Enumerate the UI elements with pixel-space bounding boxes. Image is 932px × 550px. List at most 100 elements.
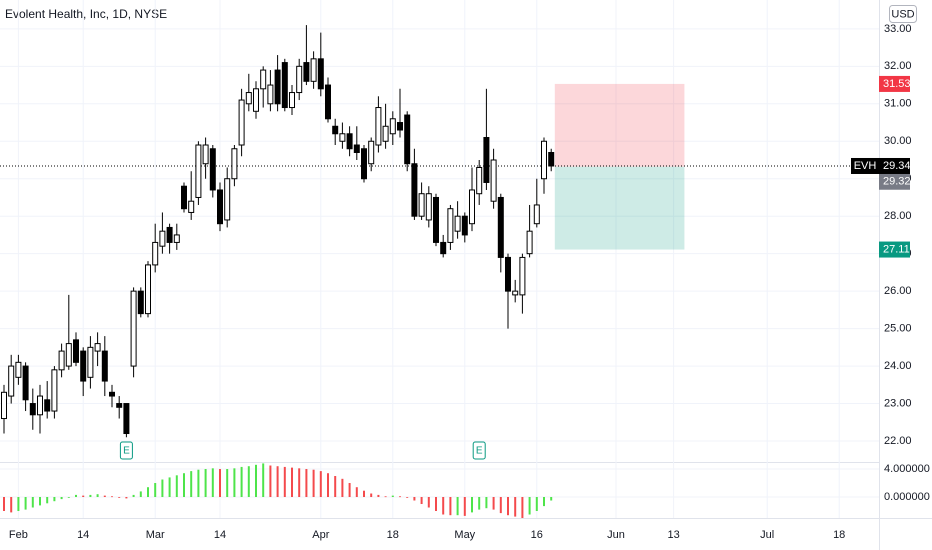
osc-bar <box>442 497 445 515</box>
stop-label-box <box>879 75 910 92</box>
candle-body <box>274 69 281 105</box>
candle-body <box>231 148 238 180</box>
osc-bar <box>219 469 221 498</box>
target-zone <box>554 166 685 250</box>
candle-body <box>87 346 94 378</box>
osc-bar <box>262 463 265 498</box>
candle-body <box>1 391 7 420</box>
osc-bar <box>478 497 481 510</box>
osc-bar <box>17 497 20 512</box>
x-tick-label: 18 <box>833 529 845 541</box>
osc-bar <box>543 497 545 507</box>
osc-bar <box>427 497 430 508</box>
osc-bar <box>226 469 229 498</box>
osc-bar <box>197 469 200 498</box>
osc-bar <box>53 497 56 502</box>
candle-body <box>541 140 547 180</box>
stop-label: 31.53 <box>883 78 911 90</box>
candle-body <box>397 122 403 131</box>
candle-body <box>548 152 555 167</box>
osc-bar <box>449 497 452 516</box>
candle-body <box>433 196 439 243</box>
candle-body <box>173 234 180 243</box>
candle-body <box>411 163 418 217</box>
osc-tick-label: 0.000000 <box>884 491 930 503</box>
osc-bar <box>507 497 509 516</box>
osc-bar <box>355 487 358 498</box>
last-price-label: 29.34 <box>883 160 911 172</box>
osc-bar <box>435 497 437 512</box>
candle-body <box>483 137 490 183</box>
y-tick-label: 24.00 <box>884 360 912 372</box>
candle-body <box>332 125 339 135</box>
osc-bar <box>283 466 286 498</box>
x-tick-label: Jul <box>760 529 774 541</box>
osc-bar <box>183 473 185 498</box>
x-tick-label: 18 <box>387 529 399 541</box>
candle-body <box>505 256 511 292</box>
y-tick-label: 23.00 <box>884 397 912 409</box>
candle-body <box>310 58 317 82</box>
osc-bar <box>291 467 293 498</box>
osc-bar <box>147 487 149 498</box>
osc-bar <box>96 494 99 498</box>
candle-body <box>22 365 29 401</box>
candle-body <box>447 208 454 243</box>
earnings-label: E <box>476 446 483 457</box>
candle-body <box>123 403 130 435</box>
osc-bar <box>327 473 329 498</box>
currency: USD <box>891 8 914 20</box>
candle-body <box>490 159 497 202</box>
candle-body <box>303 62 310 82</box>
osc-bar <box>463 497 466 516</box>
candle-body <box>469 189 475 225</box>
x-tick-label: 14 <box>77 529 89 541</box>
osc-bar <box>154 483 157 498</box>
osc-bar <box>535 497 538 512</box>
currency-box[interactable] <box>889 5 917 23</box>
candle-body <box>152 241 159 266</box>
candle-body <box>382 125 389 142</box>
candle-body <box>296 65 303 94</box>
osc-bar <box>118 497 121 498</box>
candle-body <box>101 350 108 382</box>
candle-body <box>476 166 483 195</box>
osc-bar <box>341 478 344 498</box>
candle-body <box>29 403 36 416</box>
candle-body <box>15 361 22 378</box>
osc-bar <box>190 471 193 498</box>
x-tick-label: 16 <box>531 529 543 541</box>
osc-bar <box>255 464 257 498</box>
osc-bar <box>471 497 473 513</box>
candle-body <box>461 215 468 236</box>
osc-tick-label: 4.000000 <box>884 463 930 475</box>
candle-body <box>512 290 519 296</box>
osc-bar <box>103 495 106 498</box>
candle-body <box>58 350 65 371</box>
osc-bar <box>46 497 49 504</box>
candle-body <box>404 114 411 165</box>
candle-body <box>440 241 447 255</box>
candle-body <box>181 185 187 210</box>
osc-bar <box>269 465 272 498</box>
osc-bar <box>39 497 41 506</box>
osc-bar <box>370 493 373 498</box>
candle-body <box>8 365 15 397</box>
candle-body <box>267 84 274 105</box>
candle-body <box>209 148 216 191</box>
candle-body <box>44 399 51 412</box>
candle-body <box>368 140 375 165</box>
candle-body <box>375 107 382 146</box>
osc-bar <box>24 497 27 510</box>
candle-body <box>51 369 58 412</box>
y-tick-label: 26.00 <box>884 285 912 297</box>
osc-bar <box>492 497 495 510</box>
osc-bar <box>168 477 171 498</box>
candle-body <box>80 350 87 382</box>
last-price-label-box <box>879 157 910 174</box>
osc-bar <box>348 483 351 498</box>
osc-bar <box>175 475 178 498</box>
osc-bar <box>211 468 214 498</box>
candle-body <box>519 256 526 296</box>
